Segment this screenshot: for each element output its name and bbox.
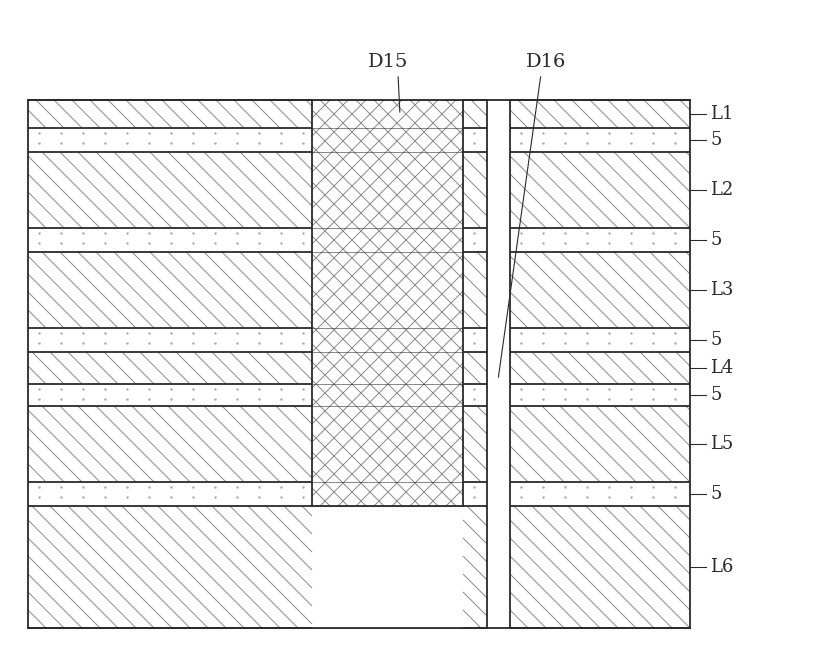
Bar	[510, 406, 690, 482]
Bar	[463, 352, 487, 384]
Bar	[510, 506, 690, 628]
Text: 5: 5	[710, 231, 721, 249]
Bar	[510, 128, 690, 152]
Text: L6: L6	[710, 558, 734, 576]
Bar	[510, 328, 690, 352]
Bar	[28, 384, 312, 406]
Bar	[28, 482, 312, 506]
Bar	[510, 152, 690, 228]
Bar	[510, 100, 690, 128]
Bar	[510, 384, 690, 406]
Bar	[463, 384, 487, 406]
Bar	[510, 228, 690, 252]
Text: 5: 5	[710, 386, 721, 404]
Text: L3: L3	[710, 281, 734, 299]
Text: D16: D16	[526, 53, 566, 71]
Bar	[28, 152, 312, 228]
Bar	[28, 352, 312, 384]
Text: L1: L1	[710, 105, 734, 123]
Bar	[463, 506, 487, 628]
Bar	[510, 352, 690, 384]
Bar	[28, 100, 312, 128]
Bar	[463, 406, 487, 482]
Text: D15: D15	[368, 53, 409, 71]
Bar	[510, 482, 690, 506]
Bar	[463, 128, 487, 152]
Bar	[28, 406, 312, 482]
Bar	[463, 228, 487, 252]
Bar	[312, 100, 463, 506]
Text: 5: 5	[710, 131, 721, 149]
Bar	[28, 506, 312, 628]
Bar	[28, 252, 312, 328]
Bar	[463, 152, 487, 228]
Bar	[510, 252, 690, 328]
Text: L4: L4	[710, 359, 734, 377]
Bar	[463, 252, 487, 328]
Text: L2: L2	[710, 181, 734, 199]
Bar	[463, 482, 487, 506]
Text: L5: L5	[710, 435, 734, 453]
Bar	[28, 228, 312, 252]
Bar	[28, 328, 312, 352]
Text: 5: 5	[710, 485, 721, 503]
Bar	[463, 100, 487, 128]
Bar	[487, 100, 510, 628]
Bar	[463, 328, 487, 352]
Bar	[28, 100, 690, 628]
Bar	[28, 128, 312, 152]
Text: 5: 5	[710, 331, 721, 349]
